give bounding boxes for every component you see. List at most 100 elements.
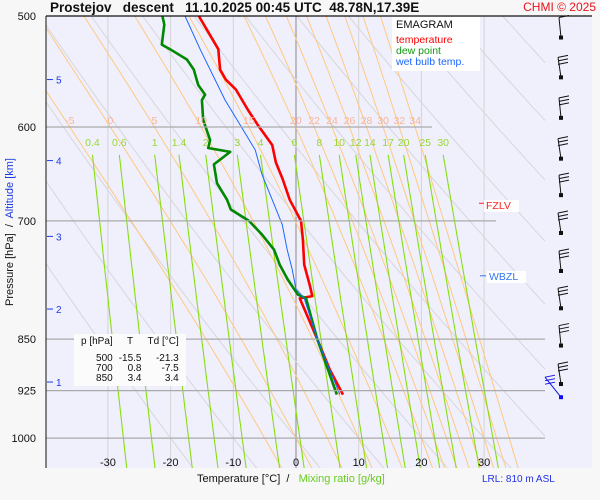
wind-barb-feather bbox=[558, 323, 570, 327]
x-tick-label: 0 bbox=[293, 457, 299, 469]
moist-adiabat-label: 10 bbox=[195, 115, 207, 127]
wind-barb-feather bbox=[558, 95, 570, 99]
table-row: 850 3.4 3.4 bbox=[78, 374, 182, 384]
y-tick-label: 700 bbox=[18, 216, 36, 228]
x-tick-label: -20 bbox=[163, 457, 179, 469]
x-tick-label: 30 bbox=[478, 457, 490, 469]
mixing-ratio-label: 1 bbox=[152, 137, 158, 149]
mixing-ratio-label: 17 bbox=[382, 137, 394, 149]
wind-barb-icon bbox=[557, 210, 569, 235]
wind-barb-station bbox=[559, 156, 563, 161]
wind-barb-feather bbox=[558, 326, 570, 330]
wind-barb-feather bbox=[544, 374, 556, 378]
mixing-ratio-label: 4 bbox=[258, 137, 264, 149]
wind-barb-feather bbox=[557, 361, 569, 365]
cell: 500 bbox=[96, 353, 113, 364]
wind-barb-icon bbox=[557, 136, 569, 161]
wind-barb-feather bbox=[557, 143, 569, 147]
wind-barb-feather bbox=[557, 292, 569, 296]
altitude-label: 4 bbox=[56, 157, 62, 168]
moist-adiabat-label: 26 bbox=[344, 115, 356, 127]
moist-adiabat-label: 15 bbox=[243, 115, 255, 127]
dry-adiabat-line bbox=[399, 16, 545, 181]
mixing-ratio-label: 10 bbox=[333, 137, 345, 149]
table-row: 700 0.8 -7.5 bbox=[78, 364, 182, 374]
moist-adiabat-line bbox=[134, 16, 373, 468]
moist-adiabat-label: -5 bbox=[65, 115, 74, 127]
wind-barb-feather bbox=[557, 54, 569, 58]
wind-barb-station bbox=[559, 395, 563, 400]
dry-adiabat-line bbox=[46, 24, 385, 468]
wind-barb-feather bbox=[557, 289, 569, 293]
moist-adiabat-line bbox=[46, 89, 283, 468]
dry-adiabat-line bbox=[46, 262, 194, 468]
y-tick-label: 925 bbox=[18, 386, 36, 398]
freezing-level-label: FZLV bbox=[484, 200, 519, 212]
mixing-ratio-label: 1.4 bbox=[172, 137, 187, 149]
moist-adiabat-line bbox=[243, 16, 434, 468]
chart-title: Prostejov descent 11.10.2025 00:45 UTC 4… bbox=[50, 0, 420, 15]
lrl-label: LRL: 810 m ASL bbox=[482, 474, 555, 485]
legend-temperature: temperature bbox=[396, 34, 453, 46]
wind-barb-station bbox=[559, 382, 563, 387]
legend-title: EMAGRAM bbox=[396, 19, 453, 31]
cell: -7.5 bbox=[161, 363, 179, 374]
table-header: p [hPa] bbox=[81, 336, 113, 347]
mixing-ratio-label: 0.6 bbox=[112, 137, 127, 149]
wind-barb-station bbox=[559, 343, 563, 348]
dew-point-profile bbox=[160, 16, 339, 396]
wind-barb-feather bbox=[558, 330, 570, 334]
cell: 0.8 bbox=[127, 363, 142, 374]
legend: EMAGRAM temperature dew point wet bulb t… bbox=[392, 17, 480, 71]
moist-adiabat-label: 34 bbox=[409, 115, 421, 127]
y-tick-label: 850 bbox=[18, 334, 36, 346]
mixing-ratio-label: 8 bbox=[316, 137, 322, 149]
altitude-label: 2 bbox=[56, 305, 62, 316]
wind-barb-feather bbox=[557, 61, 569, 65]
dry-adiabat-line bbox=[46, 100, 321, 468]
y-tick-label: 1000 bbox=[12, 433, 36, 445]
wind-barb-feather bbox=[558, 15, 570, 19]
mixing-ratio-label: 20 bbox=[398, 137, 410, 149]
altitude-label: 1 bbox=[56, 378, 62, 389]
wind-barb-icon bbox=[557, 361, 569, 387]
wind-barb-feather bbox=[557, 368, 569, 372]
wind-barb-feather bbox=[558, 98, 570, 102]
moist-adiabat-line bbox=[325, 16, 482, 468]
moist-adiabat-label: 28 bbox=[361, 115, 373, 127]
wind-barb-icon bbox=[558, 172, 570, 198]
y-tick-label: 500 bbox=[18, 11, 36, 23]
table-header: Td [°C] bbox=[147, 336, 179, 347]
wind-barb-feather bbox=[557, 217, 569, 221]
wind-barb-feather bbox=[544, 378, 556, 382]
cell: 3.4 bbox=[127, 373, 142, 384]
dry-adiabat-line bbox=[193, 16, 545, 437]
cell: 700 bbox=[96, 363, 113, 374]
altitude-label: 5 bbox=[56, 76, 62, 87]
mixing-ratio-label: 0.4 bbox=[85, 137, 100, 149]
x-tick-label: 10 bbox=[353, 457, 365, 469]
x-tick-label: -30 bbox=[100, 457, 116, 469]
mixing-ratio-label: 25 bbox=[419, 137, 431, 149]
summary-table: p [hPa] T Td [°C] 500 -15.5 -21.3 700 0.8 -7.5… bbox=[74, 334, 186, 386]
mixing-ratio-label: 12 bbox=[350, 137, 362, 149]
wind-barb-feather bbox=[557, 210, 569, 214]
wind-barb-icon bbox=[558, 15, 570, 40]
legend-wet-bulb: wet bulb temp. bbox=[396, 56, 465, 68]
wind-barb-feather bbox=[558, 252, 570, 255]
wind-barb-feather bbox=[558, 102, 570, 106]
legend-dew-point: dew point bbox=[396, 45, 441, 57]
x-axis-label: Temperature [°C] / Mixing ratio [g/kg] bbox=[197, 473, 385, 485]
moist-adiabat-label: 30 bbox=[377, 115, 389, 127]
table-header: T bbox=[127, 336, 134, 347]
moist-adiabat-line bbox=[188, 16, 403, 468]
table-row: 500 -15.5 -21.3 bbox=[78, 354, 182, 364]
wind-barb-feather bbox=[557, 213, 569, 217]
dry-adiabat-line bbox=[244, 16, 545, 370]
moist-adiabat-line bbox=[344, 16, 495, 468]
wind-barb-station bbox=[559, 230, 563, 235]
cell: -21.3 bbox=[155, 353, 179, 364]
wind-barb-feather bbox=[558, 179, 570, 183]
